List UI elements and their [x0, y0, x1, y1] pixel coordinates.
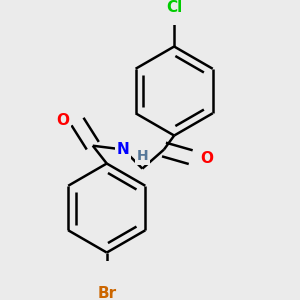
Text: Cl: Cl: [166, 0, 182, 15]
Text: O: O: [200, 151, 213, 166]
Text: Br: Br: [97, 286, 116, 300]
Text: H: H: [136, 149, 148, 163]
Text: N: N: [117, 142, 130, 157]
Text: O: O: [56, 113, 69, 128]
